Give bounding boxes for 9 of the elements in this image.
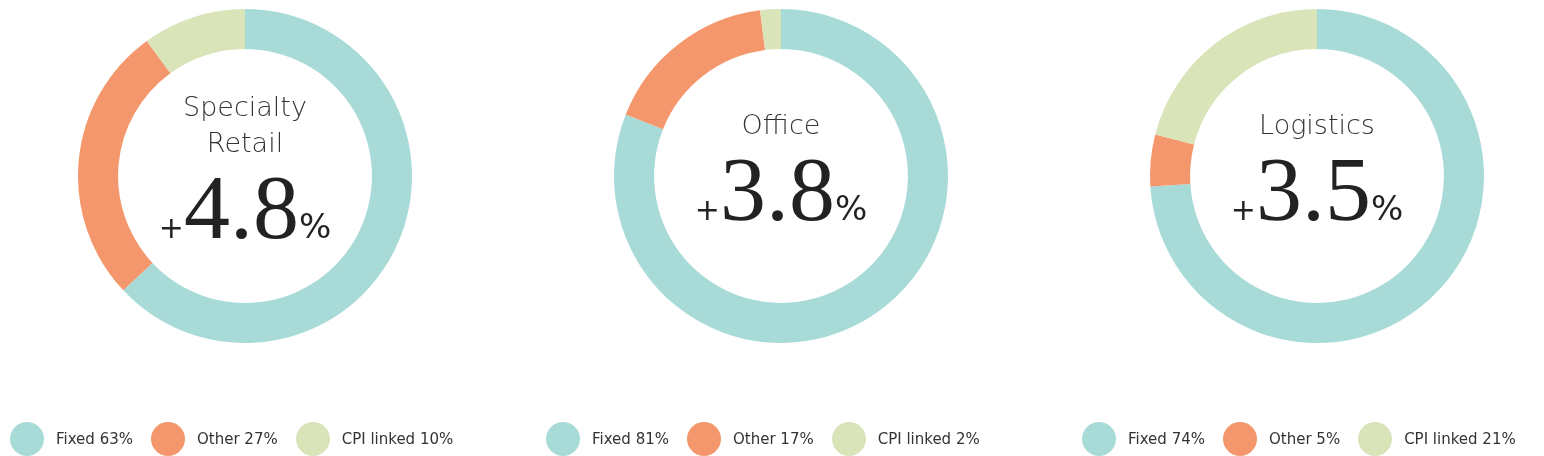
legend-label: CPI linked 21% (1404, 430, 1516, 448)
legend-label: Fixed 74% (1128, 430, 1205, 448)
legend-label: Fixed 63% (56, 430, 133, 448)
legend-label: CPI linked 2% (877, 430, 980, 448)
legend-label: CPI linked 10% (341, 430, 454, 448)
legend-label: Other 5% (1268, 430, 1341, 448)
legend-label: Fixed 81% (592, 430, 669, 448)
legend-label: Other 27% (196, 430, 278, 448)
legend-label: Other 17% (732, 430, 814, 448)
